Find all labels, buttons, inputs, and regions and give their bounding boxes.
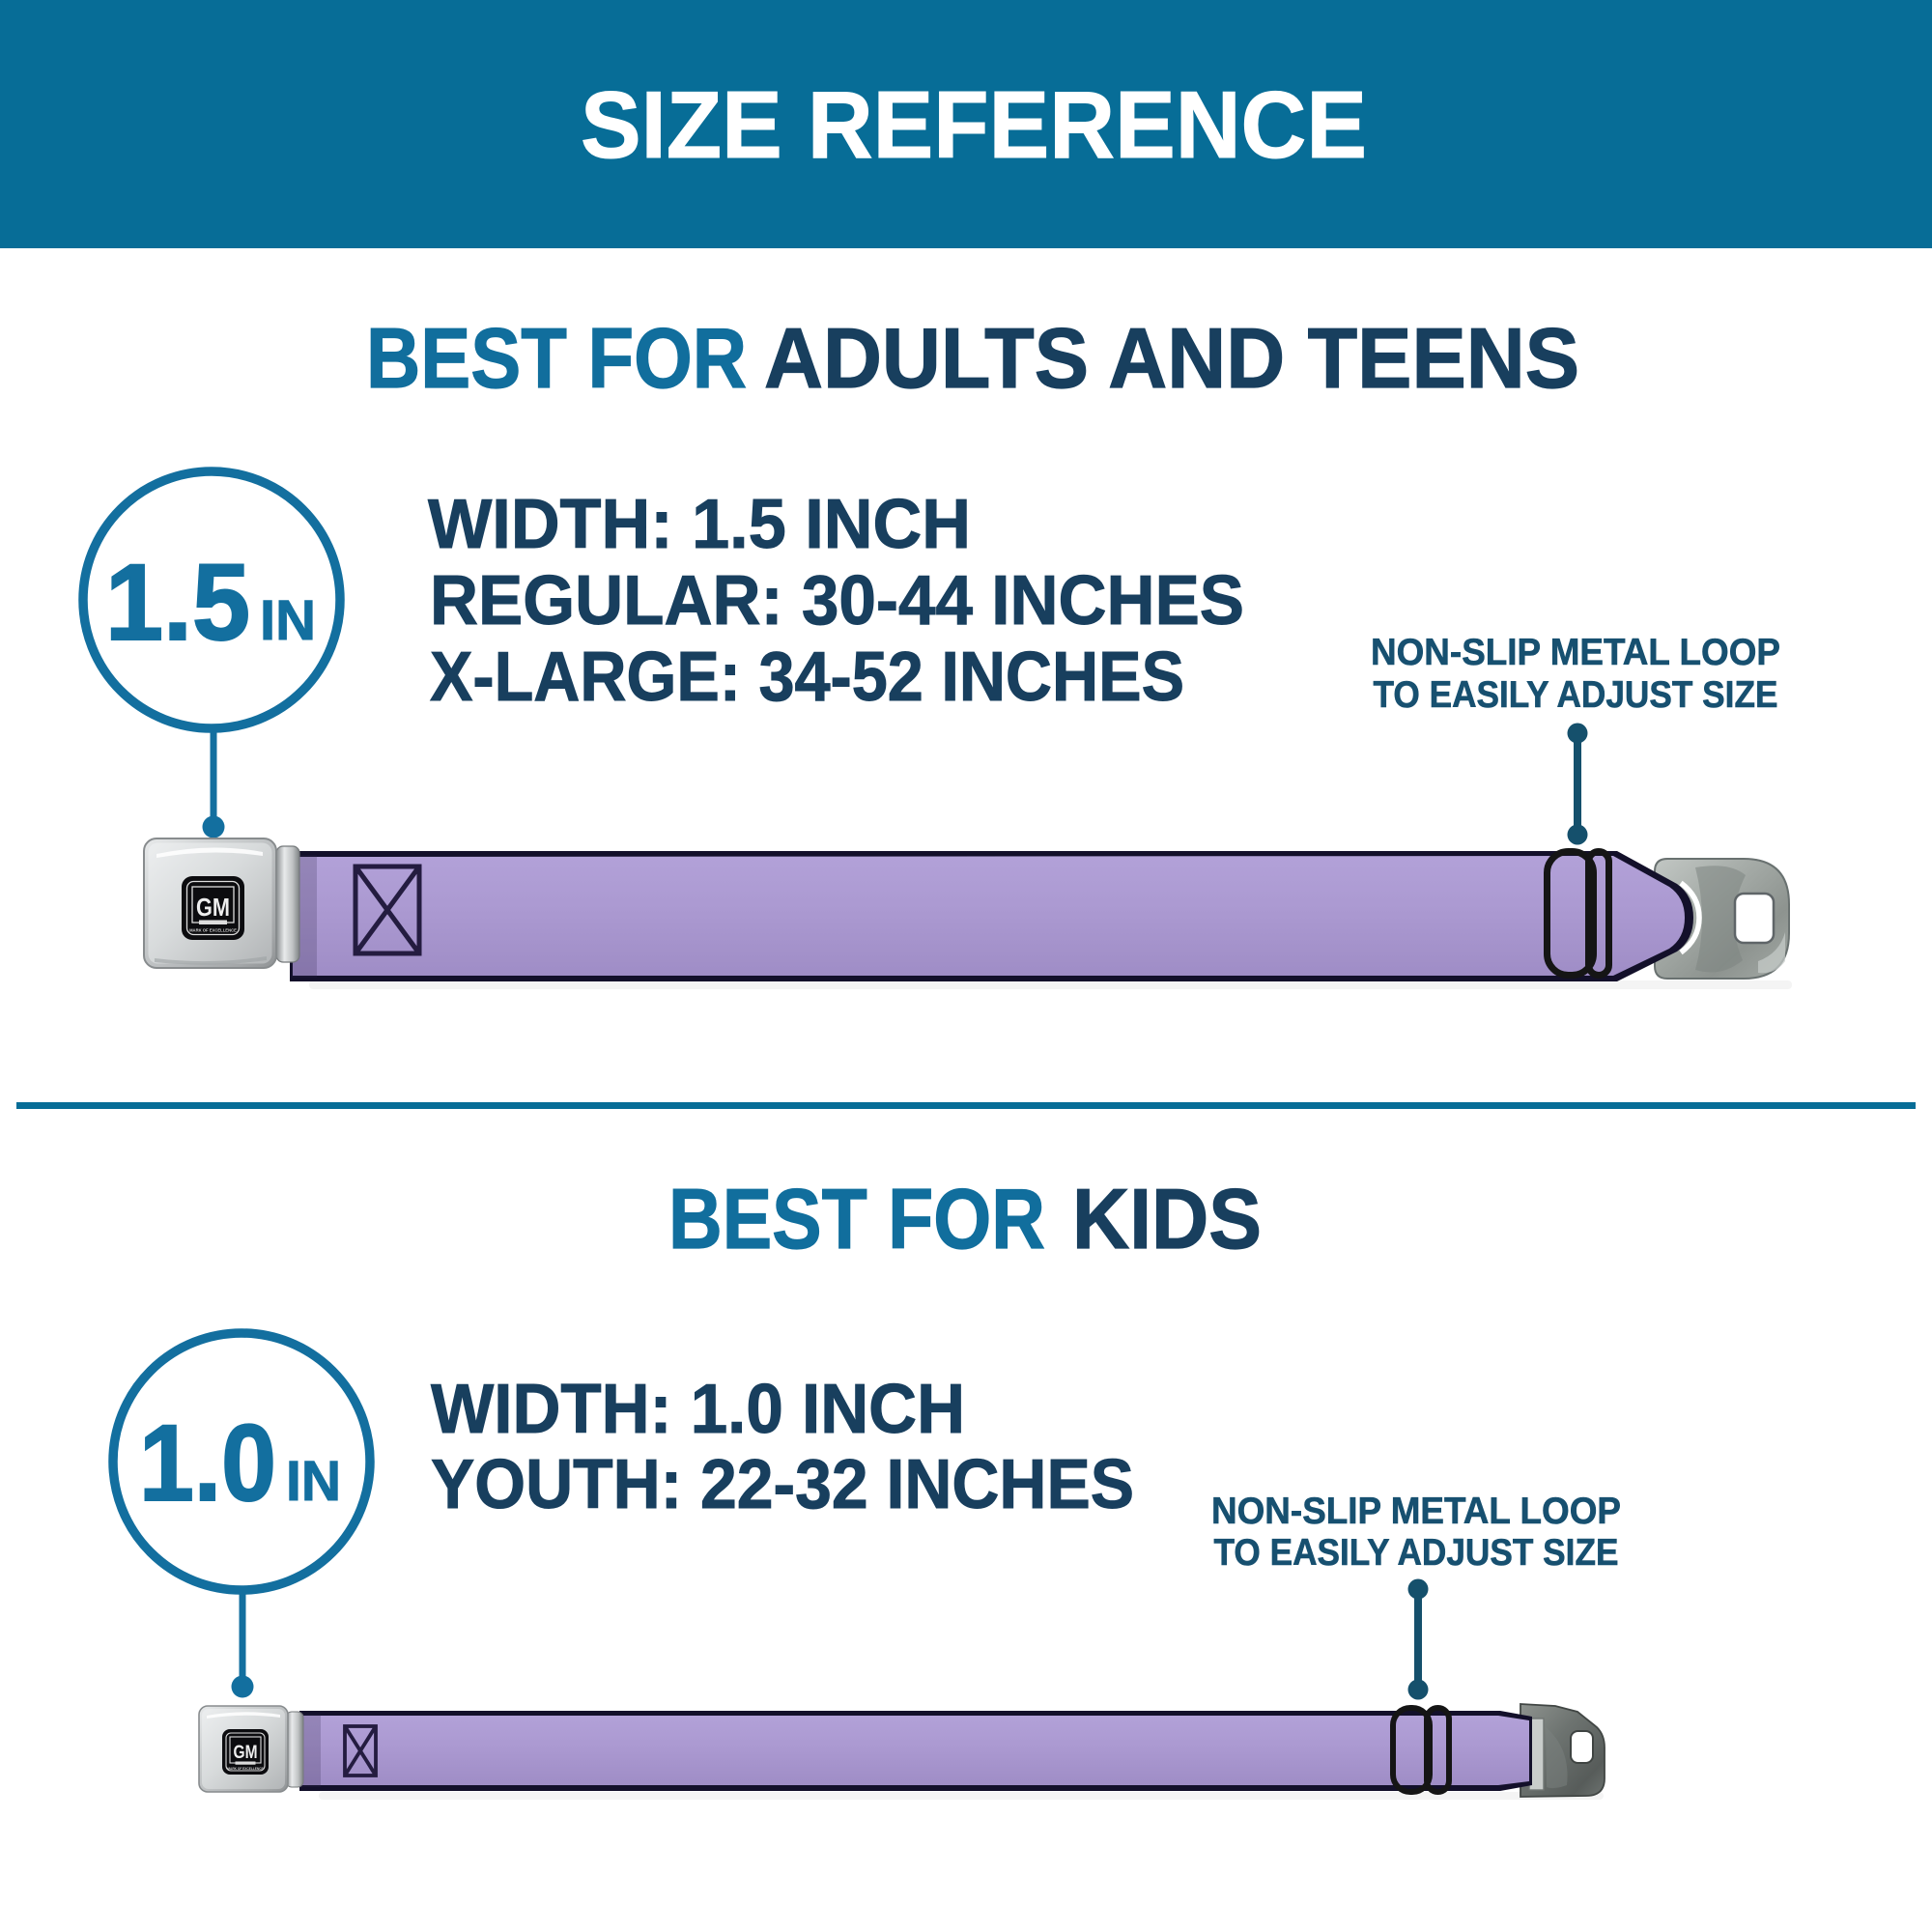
svg-text:SIZE REFERENCE: SIZE REFERENCE	[581, 71, 1367, 178]
svg-text:REGULAR: 30-44 INCHES: REGULAR: 30-44 INCHES	[430, 562, 1244, 639]
svg-text:NON-SLIP METAL LOOP: NON-SLIP METAL LOOP	[1371, 632, 1780, 673]
svg-text:GM: GM	[196, 893, 230, 922]
svg-text:BEST FOR: BEST FOR	[366, 310, 747, 406]
svg-text:MARK OF EXCELLENCE: MARK OF EXCELLENCE	[189, 928, 237, 933]
svg-text:TO EASILY ADJUST SIZE: TO EASILY ADJUST SIZE	[1214, 1532, 1619, 1574]
svg-text:TO EASILY ADJUST SIZE: TO EASILY ADJUST SIZE	[1374, 674, 1778, 716]
svg-text:ADULTS AND TEENS: ADULTS AND TEENS	[764, 310, 1579, 406]
svg-text:NON-SLIP METAL LOOP: NON-SLIP METAL LOOP	[1211, 1491, 1621, 1532]
svg-text:1.0: 1.0	[139, 1403, 276, 1523]
svg-text:WIDTH: 1.5 INCH: WIDTH: 1.5 INCH	[428, 486, 971, 563]
svg-text:KIDS: KIDS	[1072, 1171, 1262, 1266]
svg-text:X-LARGE: 34-52 INCHES: X-LARGE: 34-52 INCHES	[430, 639, 1184, 716]
svg-text:IN: IN	[260, 589, 316, 652]
svg-text:BEST FOR: BEST FOR	[668, 1171, 1045, 1266]
svg-text:MARK OF EXCELLENCE: MARK OF EXCELLENCE	[227, 1767, 263, 1771]
svg-text:YOUTH: 22-32 INCHES: YOUTH: 22-32 INCHES	[431, 1446, 1134, 1523]
svg-text:1.5: 1.5	[105, 542, 250, 663]
svg-text:IN: IN	[286, 1450, 341, 1513]
svg-text:GM: GM	[234, 1743, 258, 1763]
svg-text:WIDTH: 1.0 INCH: WIDTH: 1.0 INCH	[431, 1371, 965, 1448]
